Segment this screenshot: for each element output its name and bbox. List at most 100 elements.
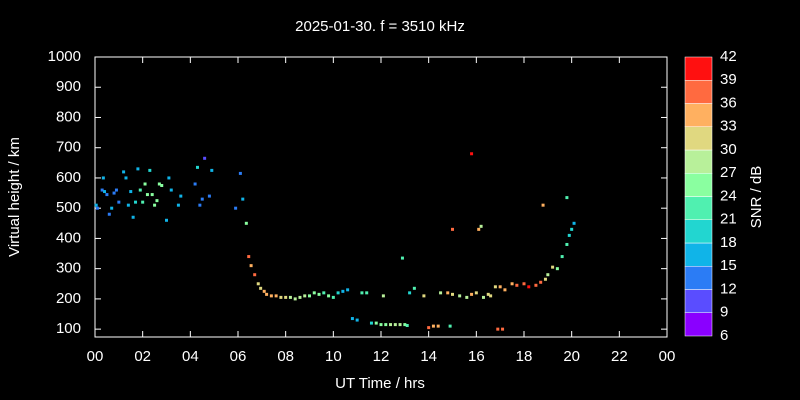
point — [498, 285, 502, 289]
point — [95, 206, 99, 210]
y-tick-label: 300 — [56, 260, 81, 277]
point — [527, 285, 531, 289]
x-tick-label: 04 — [182, 348, 199, 365]
point — [317, 292, 321, 296]
point — [510, 282, 514, 286]
point — [522, 282, 526, 286]
point — [503, 288, 507, 292]
point — [322, 291, 326, 295]
point — [541, 203, 545, 207]
chart-title: 2025-01-30. f = 3510 kHz — [295, 18, 465, 35]
colorbar-tick-label: 9 — [720, 304, 728, 321]
point — [244, 221, 248, 225]
point — [101, 176, 105, 180]
y-tick-label: 900 — [56, 78, 81, 95]
colorbar-tick-label: 21 — [720, 211, 737, 228]
point — [94, 203, 98, 207]
x-tick-label: 22 — [611, 348, 628, 365]
point — [422, 294, 426, 298]
point — [474, 291, 478, 295]
point — [105, 193, 109, 197]
point — [355, 318, 359, 322]
point — [210, 168, 214, 172]
point — [408, 291, 412, 295]
y-tick-label: 600 — [56, 169, 81, 186]
point — [117, 200, 121, 204]
point — [207, 194, 211, 198]
point — [379, 323, 383, 327]
y-tick-label: 800 — [56, 108, 81, 125]
colorbar-bin — [684, 312, 713, 337]
point — [155, 199, 159, 203]
point — [249, 264, 253, 268]
colorbar-tick-label: 42 — [720, 48, 737, 65]
point — [148, 168, 152, 172]
point — [389, 323, 393, 327]
point — [546, 273, 550, 277]
point — [110, 206, 114, 210]
point — [284, 295, 288, 299]
x-tick-label: 00 — [87, 348, 104, 365]
point — [293, 297, 297, 301]
point — [436, 324, 440, 328]
colorbar-tick-label: 39 — [720, 71, 737, 88]
point — [153, 203, 157, 207]
point — [256, 282, 260, 286]
point — [393, 323, 397, 327]
point — [565, 242, 569, 246]
y-tick-label: 500 — [56, 199, 81, 216]
point — [198, 203, 202, 207]
point — [200, 197, 204, 201]
point — [145, 193, 149, 197]
colorbar-tick-label: 6 — [720, 327, 728, 344]
point — [489, 294, 493, 298]
point — [279, 295, 283, 299]
point — [331, 295, 335, 299]
point — [241, 197, 245, 201]
point — [238, 171, 242, 175]
point — [360, 291, 364, 295]
colorbar-tick-label: 27 — [720, 164, 737, 181]
point — [555, 267, 559, 271]
colorbar-bin — [684, 289, 713, 313]
x-tick-label: 00 — [659, 348, 676, 365]
colorbar-tick-label: 30 — [720, 141, 737, 158]
point — [160, 184, 164, 188]
point — [486, 292, 490, 296]
point — [346, 288, 350, 292]
point — [567, 233, 571, 237]
point — [253, 273, 257, 277]
point — [412, 286, 416, 290]
x-tick-label: 06 — [230, 348, 247, 365]
colorbar-bin — [684, 266, 713, 290]
point — [458, 294, 462, 298]
colorbar-bin — [684, 80, 713, 104]
point — [234, 206, 238, 210]
point — [312, 291, 316, 295]
point — [165, 218, 168, 222]
point — [247, 255, 251, 259]
point — [470, 152, 474, 156]
point — [308, 294, 311, 298]
point — [169, 188, 173, 192]
point — [470, 292, 474, 296]
point — [131, 215, 135, 219]
point — [493, 285, 497, 289]
colorbar-bin — [684, 149, 713, 174]
point — [384, 323, 388, 327]
x-tick-label: 16 — [468, 348, 485, 365]
point — [150, 193, 154, 197]
point — [122, 170, 126, 174]
point — [515, 283, 519, 287]
point — [479, 224, 483, 228]
point — [203, 156, 207, 160]
point — [303, 294, 307, 298]
point — [103, 190, 107, 194]
point — [114, 188, 118, 192]
point — [107, 212, 111, 216]
point — [405, 324, 409, 328]
point — [465, 295, 469, 299]
point — [262, 289, 266, 293]
point — [403, 323, 407, 327]
colorbar-tick-label: 12 — [720, 280, 737, 297]
